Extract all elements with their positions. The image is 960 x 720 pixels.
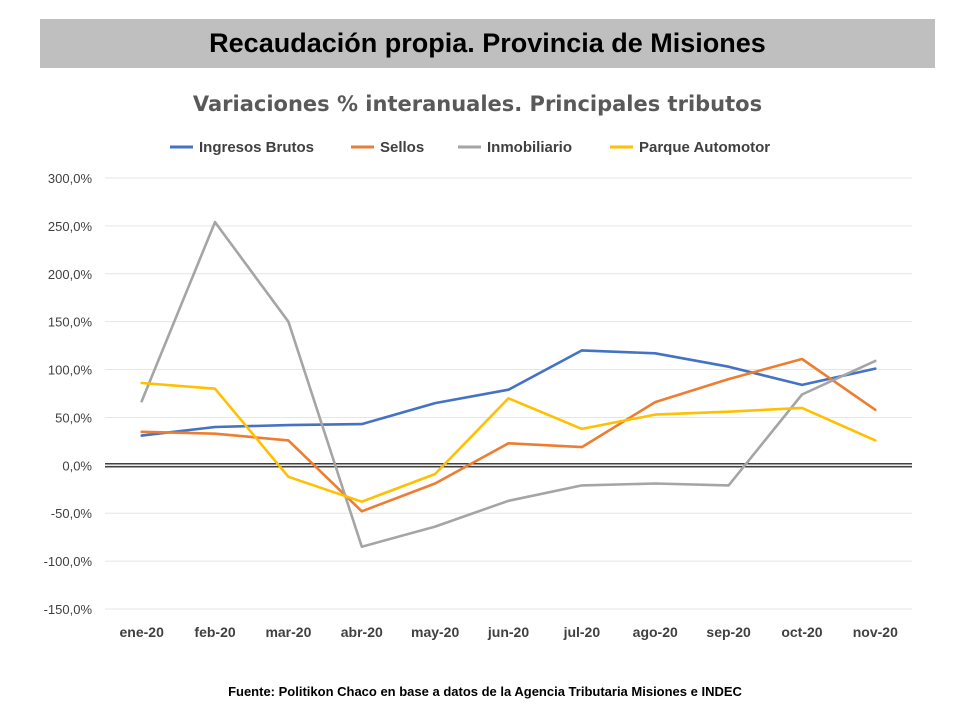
y-tick-label: -150,0% [44,602,93,617]
y-tick-label: 250,0% [48,219,93,234]
x-tick-label: may-20 [411,624,459,640]
source-note: Fuente: Politikon Chaco en base a datos … [228,684,742,699]
series-line [140,349,877,437]
banner-title: Recaudación propia. Provincia de Misione… [209,28,766,58]
series-line [140,381,877,504]
line-chart: 300,0% 250,0% 200,0% 150,0% 100,0% 50,0% 0,0% -… [44,139,912,640]
title-banner: Recaudación propia. Provincia de Misione… [40,19,935,68]
x-tick-label: jul-20 [563,624,601,640]
x-tick-label: ene-20 [120,624,165,640]
y-tick-label: 0,0% [62,458,92,473]
y-tick-label: 200,0% [48,267,93,282]
x-tick-label: oct-20 [781,624,822,640]
x-tick-label: abr-20 [341,624,383,640]
legend-label: Parque Automotor [639,139,770,156]
legend-label: Sellos [380,139,424,156]
y-tick-label: 300,0% [48,171,93,186]
y-tick-label: 150,0% [48,315,93,330]
legend-label: Inmobiliario [487,139,572,156]
series-line [140,357,877,513]
x-tick-label: mar-20 [265,624,311,640]
x-tick-label: ago-20 [633,624,678,640]
y-tick-label: -100,0% [44,554,93,569]
x-tick-label: nov-20 [853,624,898,640]
legend-label: Ingresos Brutos [199,139,314,156]
x-tick-label: sep-20 [706,624,751,640]
x-tick-label: jun-20 [487,624,529,640]
y-tick-label: 50,0% [55,410,92,425]
chart-title: Variaciones % interanuales. Principales … [192,92,763,116]
y-tick-label: -50,0% [51,506,93,521]
series-line [140,220,877,549]
x-tick-label: feb-20 [194,624,235,640]
y-tick-label: 100,0% [48,363,93,378]
